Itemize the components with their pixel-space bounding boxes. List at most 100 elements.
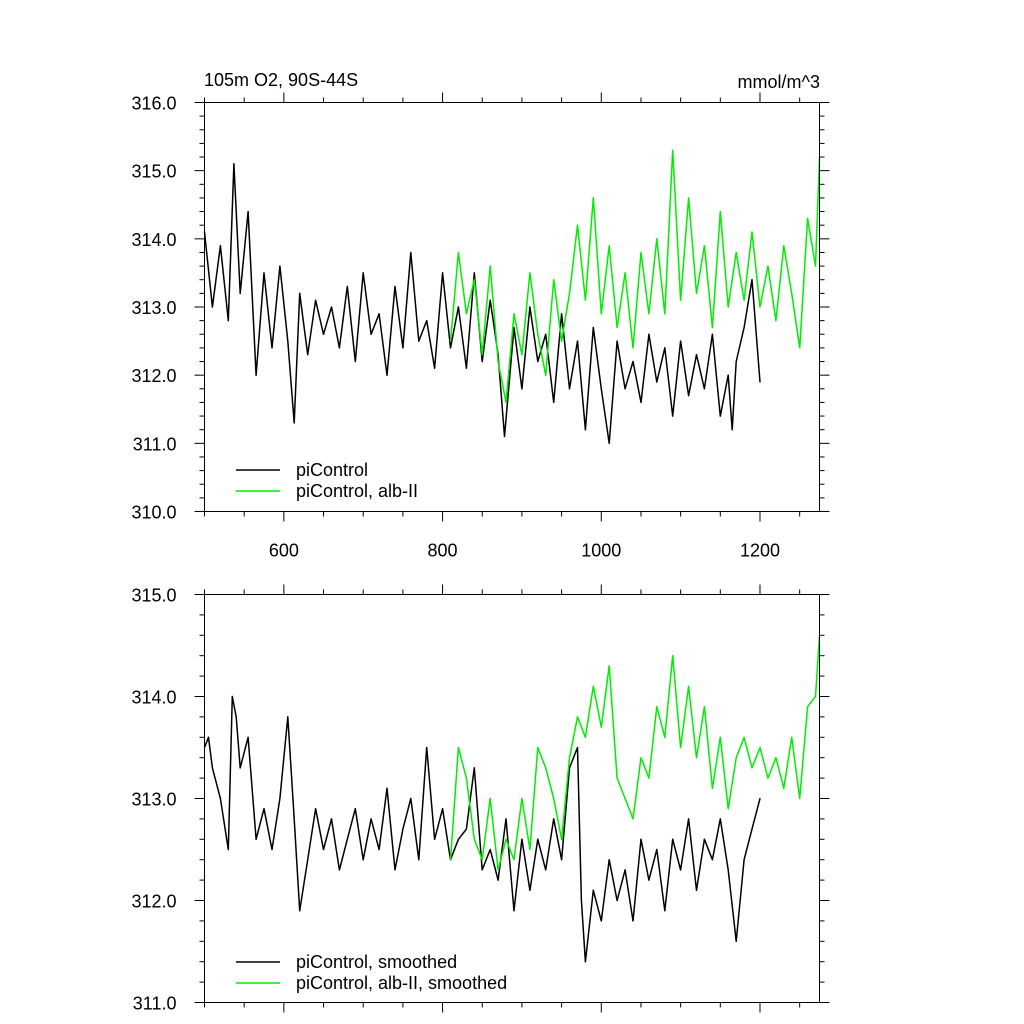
data-point [481,859,483,861]
top-panel-frame [204,102,820,512]
data-point [648,333,650,335]
data-point [537,333,539,335]
data-point [457,746,459,749]
data-point [703,838,706,840]
data-point [814,695,817,698]
data-point [703,388,706,390]
data-point [703,245,706,247]
data-point [513,313,515,315]
data-point [394,285,396,288]
y-tick-label: 314.0 [131,688,176,708]
data-point [576,224,579,226]
data-point [521,354,523,356]
data-point [632,360,634,363]
data-point [616,326,618,329]
data-point [695,889,698,891]
data-point [410,797,412,800]
series-line-picontrol-alb-ii [449,149,821,404]
series-line-picontrol [203,695,761,963]
series-line-picontrol-alb-ii [449,635,821,871]
data-point [576,716,579,718]
data-point [814,265,817,267]
data-point [457,838,459,840]
data-point [370,333,372,335]
data-point [497,869,499,871]
data-point [378,313,380,315]
data-point [767,265,769,267]
data-point [481,360,483,363]
data-point [434,367,436,369]
data-point [489,848,491,851]
data-point [561,313,563,315]
data-point [584,299,587,301]
bottom-panel: 311.0 312.0 313.0 314.0 315.0 piControl, smo… [131,584,830,1014]
top-panel-legend: piControl piControl, alb-II [236,460,418,501]
data-point [529,272,531,274]
data-point [255,838,257,840]
data-point [680,869,682,871]
data-point [743,326,745,329]
data-point [505,818,507,820]
data-point [672,415,674,417]
data-point [648,777,650,779]
y-tick-label: 313.0 [131,790,176,810]
data-point [410,251,412,254]
data-point [711,333,714,335]
data-point [529,848,531,851]
data-point [231,695,233,698]
data-point [513,910,515,912]
data-point [537,360,539,363]
data-point [600,920,602,922]
data-point [719,211,721,213]
data-point [680,746,682,749]
bottom-panel-legend: piControl, smoothed piControl, alb-II, s… [236,952,507,993]
data-point [759,797,761,800]
data-point [672,655,674,657]
data-point [727,374,729,376]
data-point [680,340,682,342]
data-point [592,197,594,199]
data-point [600,726,602,728]
data-point [521,838,523,840]
data-point [473,767,475,769]
data-point [307,859,309,861]
data-point [656,238,658,240]
y-tick-label: 314.0 [131,230,176,250]
data-point [632,818,634,820]
data-point [287,716,289,718]
data-point [727,869,729,871]
data-point [561,838,563,840]
data-point [537,838,539,840]
x-tick-label: 800 [428,541,458,561]
data-point [616,340,618,342]
data-point [751,231,753,233]
data-point [695,292,698,294]
data-point [465,777,467,779]
data-point [580,899,583,902]
data-point [449,347,452,349]
data-point [688,685,690,687]
data-point [426,320,428,322]
data-point [219,797,221,800]
data-point [711,326,714,329]
data-point [418,859,420,861]
data-point [807,706,809,708]
data-point [315,808,317,810]
y-tick-label: 315.0 [131,162,176,182]
data-point [338,869,340,871]
data-point [489,265,491,267]
data-point [624,797,626,800]
data-point [680,299,682,301]
data-point [449,859,452,861]
data-point [457,306,459,308]
data-point [576,746,579,749]
data-point [293,818,295,820]
data-point [600,313,602,315]
data-point [465,828,467,830]
data-point [608,442,610,444]
data-point [287,340,289,342]
data-point [545,767,547,769]
data-point [386,787,388,789]
data-point [521,388,523,390]
data-point [233,163,235,165]
